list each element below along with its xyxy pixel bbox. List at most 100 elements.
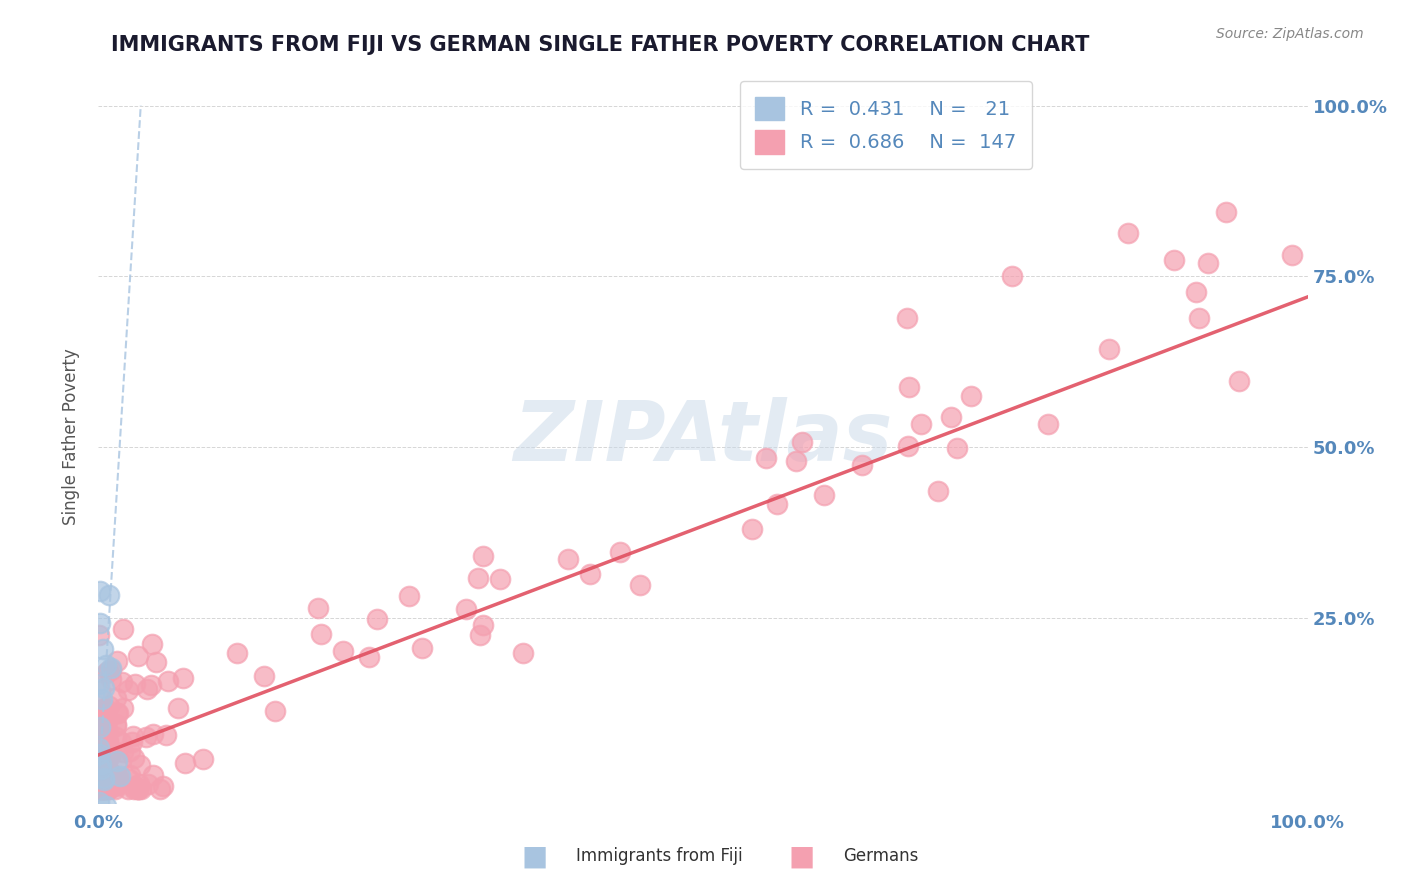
- Point: [93, 704, 115, 718]
- Point: [579, 567, 602, 582]
- Point: [89, 773, 111, 788]
- Point: [135, 730, 157, 744]
- Point: [87, 747, 110, 761]
- Point: [105, 730, 128, 744]
- Point: [94, 657, 117, 672]
- Point: [127, 782, 149, 797]
- Point: [557, 552, 579, 566]
- Point: [307, 601, 329, 615]
- Point: [98, 782, 121, 797]
- Point: [98, 749, 121, 764]
- Point: [87, 728, 110, 742]
- Point: [193, 752, 215, 766]
- Point: [105, 716, 128, 731]
- Point: [264, 704, 287, 718]
- Point: [1001, 268, 1024, 283]
- Point: [97, 740, 120, 755]
- Point: [90, 758, 112, 772]
- Point: [100, 660, 122, 674]
- Point: [910, 417, 932, 431]
- Point: [628, 578, 651, 592]
- Point: [89, 720, 111, 734]
- Point: [1197, 256, 1219, 270]
- Point: [127, 782, 149, 797]
- Point: [96, 722, 118, 736]
- Point: [89, 584, 111, 599]
- Point: [122, 782, 145, 797]
- Point: [93, 708, 115, 723]
- Point: [89, 780, 111, 795]
- Text: Immigrants from Fiji: Immigrants from Fiji: [576, 847, 744, 865]
- Point: [104, 778, 127, 792]
- Point: [792, 435, 814, 450]
- Point: [100, 672, 122, 686]
- Point: [309, 626, 332, 640]
- Point: [94, 728, 117, 742]
- Point: [94, 666, 117, 681]
- Point: [91, 782, 114, 797]
- Point: [90, 762, 112, 776]
- Point: [110, 735, 132, 749]
- Point: [117, 772, 139, 786]
- Point: [96, 756, 118, 770]
- Point: [136, 777, 159, 791]
- Point: [411, 640, 433, 655]
- Y-axis label: Single Father Poverty: Single Father Poverty: [62, 349, 80, 525]
- Point: [94, 782, 117, 797]
- Point: [103, 776, 125, 790]
- Point: [127, 648, 149, 663]
- Point: [129, 782, 152, 797]
- Point: [172, 671, 194, 685]
- Point: [111, 675, 134, 690]
- Point: [1118, 226, 1140, 240]
- Point: [118, 767, 141, 781]
- Point: [89, 703, 111, 717]
- Point: [142, 727, 165, 741]
- Text: Germans: Germans: [844, 847, 920, 865]
- Point: [960, 389, 983, 403]
- Point: [93, 782, 115, 797]
- Point: [98, 588, 121, 602]
- Text: ■: ■: [522, 842, 547, 871]
- Point: [128, 758, 150, 772]
- Point: [609, 545, 631, 559]
- Point: [89, 795, 111, 809]
- Point: [755, 451, 778, 466]
- Point: [90, 691, 112, 706]
- Point: [104, 719, 127, 733]
- Point: [91, 782, 114, 797]
- Point: [87, 735, 110, 749]
- Point: [467, 570, 489, 584]
- Point: [111, 700, 134, 714]
- Point: [471, 549, 494, 563]
- Point: [166, 701, 188, 715]
- Point: [332, 644, 354, 658]
- Point: [90, 782, 112, 797]
- Point: [135, 682, 157, 697]
- Point: [93, 782, 115, 797]
- Point: [90, 724, 112, 739]
- Point: [489, 572, 512, 586]
- Legend: R =  0.431    N =   21, R =  0.686    N =  147: R = 0.431 N = 21, R = 0.686 N = 147: [740, 81, 1032, 169]
- Point: [97, 664, 120, 678]
- Point: [90, 706, 112, 720]
- Point: [101, 770, 124, 784]
- Point: [471, 618, 494, 632]
- Text: ZIPAtlas: ZIPAtlas: [513, 397, 893, 477]
- Point: [124, 677, 146, 691]
- Point: [105, 754, 128, 768]
- Point: [105, 706, 128, 721]
- Point: [897, 379, 920, 393]
- Point: [96, 734, 118, 748]
- Point: [156, 674, 179, 689]
- Point: [90, 782, 112, 797]
- Point: [117, 682, 139, 697]
- Point: [1163, 252, 1185, 267]
- Point: [128, 777, 150, 791]
- Point: [91, 641, 114, 656]
- Text: IMMIGRANTS FROM FIJI VS GERMAN SINGLE FATHER POVERTY CORRELATION CHART: IMMIGRANTS FROM FIJI VS GERMAN SINGLE FA…: [111, 35, 1088, 54]
- Point: [100, 664, 122, 678]
- Point: [89, 782, 111, 797]
- Point: [1227, 374, 1250, 388]
- Point: [122, 751, 145, 765]
